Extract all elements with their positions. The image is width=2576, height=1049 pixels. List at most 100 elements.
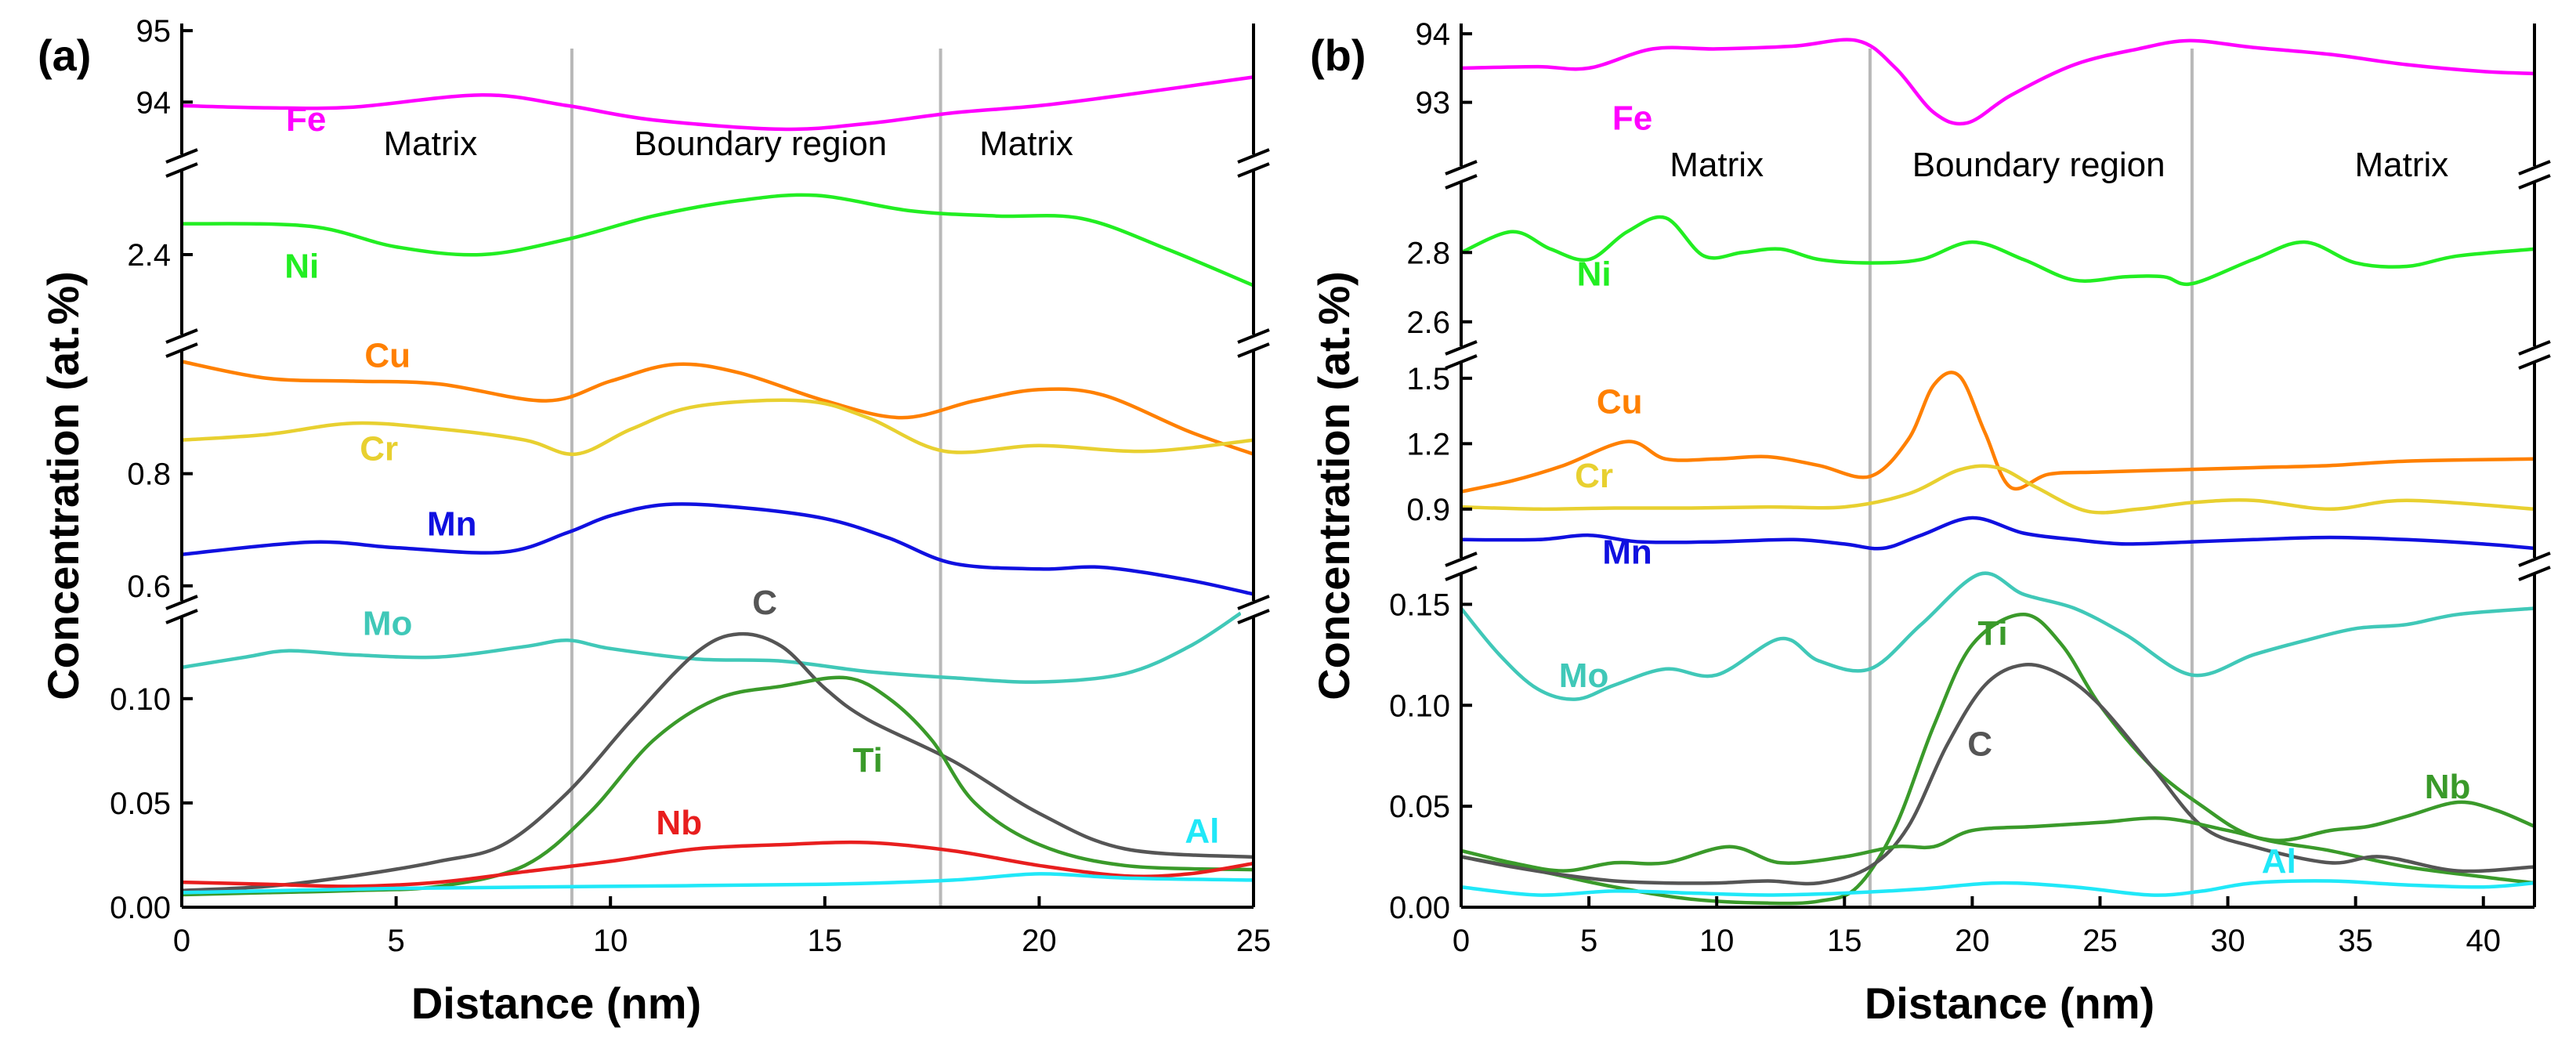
panel-b-c-label: C (1967, 725, 1992, 764)
panel-a-cu-label: Cu (364, 337, 411, 375)
panel-b-xtick-label: 10 (1699, 924, 1735, 958)
panel-b-xtick-label: 20 (1955, 924, 1990, 958)
panel-a-axis-break-mark (165, 148, 198, 164)
panel-b-fe-line (1460, 38, 2535, 126)
panel-a-plot: Matrix Boundary region Matrix Fe Ni Cu Cr Mn Mo C… (110, 14, 1271, 958)
panel-b-ytick-label: 93 (1416, 86, 1451, 121)
panel-a-axis-break-mark (165, 162, 198, 178)
panel-b-ylabel: Concentration (at.%) (1309, 271, 1359, 700)
panel-a: (a) Distance (nm) Matrix Boundary region M… (38, 14, 1271, 1028)
panel-b-axis-break-mark (1445, 340, 1478, 356)
panel-a-fe-label: Fe (286, 100, 326, 139)
panel-b-c-line (1460, 663, 2535, 886)
panel-a-ni-label: Ni (284, 248, 319, 286)
panel-b-mn-label: Mn (1602, 533, 1652, 571)
panel-b-ytick-label: 1.5 (1406, 362, 1450, 396)
panel-b-ytick-label: 0.10 (1389, 689, 1450, 723)
panel-a-label: (a) (38, 31, 91, 80)
panel-a-axis-break-mark (1237, 342, 1270, 358)
panel-b-ytick-label: 0.15 (1389, 588, 1450, 622)
panel-b-fe-label: Fe (1612, 99, 1652, 138)
panel-a-ytick-label: 0.00 (110, 891, 171, 925)
panel-b-mn-line (1460, 515, 2535, 551)
panel-a-nb-label: Nb (656, 804, 702, 842)
panel-b-ytick-label: 0.05 (1389, 790, 1450, 824)
panel-b-ti-label: Ti (1977, 614, 2007, 653)
panel-b-axis-break-mark (2518, 552, 2551, 567)
panel-b-ytick-label: 1.2 (1406, 427, 1450, 461)
panel-b-axis-break-mark (2518, 340, 2551, 356)
panel-b-axis-break-mark (2518, 566, 2551, 581)
panel-a-ytick-label: 2.4 (127, 238, 171, 273)
panel-b-axis-break-mark (1445, 174, 1478, 190)
panel-a-ni-line (181, 193, 1254, 288)
panel-b-xlabel: Distance (nm) (1865, 978, 2155, 1028)
panel-b-ytick-label: 0.00 (1389, 891, 1450, 925)
panel-a-fe-line (181, 75, 1254, 132)
panel-a-cr-label: Cr (360, 429, 398, 468)
panel-a-xtick-label: 15 (808, 924, 843, 958)
panel-b-ytick-label: 2.6 (1406, 306, 1450, 340)
panel-b-ti-line (1460, 613, 2535, 906)
panel-a-axis-break-mark (1237, 595, 1270, 610)
panel-a-xtick-label: 25 (1236, 924, 1272, 958)
panel-b-cr-label: Cr (1575, 457, 1613, 495)
panel-b-plot: Matrix Boundary region Matrix Fe Ni Cu Cr Mn Mo T… (1389, 17, 2551, 958)
panel-a-al-line (181, 872, 1254, 895)
panel-a-ytick-label: 0.6 (127, 570, 171, 604)
panel-b-axis-break-mark (1445, 160, 1478, 175)
panel-a-xtick-label: 0 (173, 924, 190, 958)
panel-a-ti-line (181, 675, 1254, 897)
panel-a-ytick-label: 0.8 (127, 458, 171, 492)
panel-b-cr-line (1460, 464, 2535, 515)
panel-a-ylabel: Concentration (at.%) (38, 271, 88, 700)
panel-b: (b) Distance (nm) Matrix Boundary region M… (1310, 17, 2551, 1028)
panel-b-axis-break-mark (2518, 354, 2551, 370)
panel-a-xtick-label: 20 (1022, 924, 1057, 958)
panel-b-ytick-label: 2.8 (1406, 236, 1450, 270)
panel-a-c-label: C (752, 584, 777, 622)
panel-b-mo-label: Mo (1559, 657, 1609, 695)
panel-b-axis-break-mark (2518, 160, 2551, 175)
panel-b-region-label: Matrix (2354, 146, 2448, 184)
panel-b-axis-break-mark (1445, 566, 1478, 581)
panel-a-axis-break-mark (165, 328, 198, 344)
panel-a-cr-line (181, 398, 1254, 457)
panel-b-xtick-label: 35 (2338, 924, 2373, 958)
panel-b-region-label: Boundary region (1912, 146, 2165, 184)
panel-b-xtick-label: 40 (2466, 924, 2502, 958)
panel-a-mo-line (181, 611, 1242, 684)
panel-a-mn-label: Mn (427, 505, 477, 543)
panel-a-nb-line (181, 840, 1254, 888)
panel-b-cu-label: Cu (1597, 382, 1643, 421)
panel-b-al-label: Al (2262, 842, 2296, 881)
panel-a-ytick-label: 95 (136, 14, 172, 49)
panel-a-cu-line (181, 360, 1254, 456)
panel-b-region-label: Matrix (1670, 146, 1764, 184)
panel-a-ti-label: Ti (852, 741, 882, 780)
panel-b-axis-break-mark (2518, 174, 2551, 190)
panel-b-ni-line (1460, 215, 2535, 287)
panel-a-axis-break-mark (165, 595, 198, 610)
panel-a-ytick-label: 94 (136, 85, 172, 120)
panel-a-xtick-label: 10 (593, 924, 628, 958)
panel-b-xtick-label: 0 (1453, 924, 1470, 958)
panel-b-ytick-label: 0.9 (1406, 493, 1450, 527)
panel-a-region-label: Matrix (383, 125, 477, 163)
panel-a-region-label: Boundary region (634, 125, 887, 163)
panel-a-xtick-label: 5 (387, 924, 404, 958)
panel-a-axis-break-mark (165, 342, 198, 358)
panel-a-axis-break-mark (1237, 609, 1270, 624)
panel-b-mo-line (1460, 571, 2535, 701)
panel-a-mn-line (181, 502, 1254, 596)
panel-b-label: (b) (1310, 31, 1366, 80)
panel-b-ytick-label: 94 (1416, 17, 1451, 52)
panel-b-axis-break-mark (1445, 354, 1478, 370)
panel-a-al-label: Al (1185, 812, 1219, 850)
panel-a-xlabel: Distance (nm) (411, 978, 701, 1028)
panel-b-al-line (1460, 879, 2535, 897)
panel-b-xtick-label: 5 (1580, 924, 1597, 958)
panel-b-ni-label: Ni (1577, 255, 1612, 293)
panel-a-axis-break-mark (1237, 162, 1270, 178)
panel-b-nb-line (1460, 800, 2535, 873)
